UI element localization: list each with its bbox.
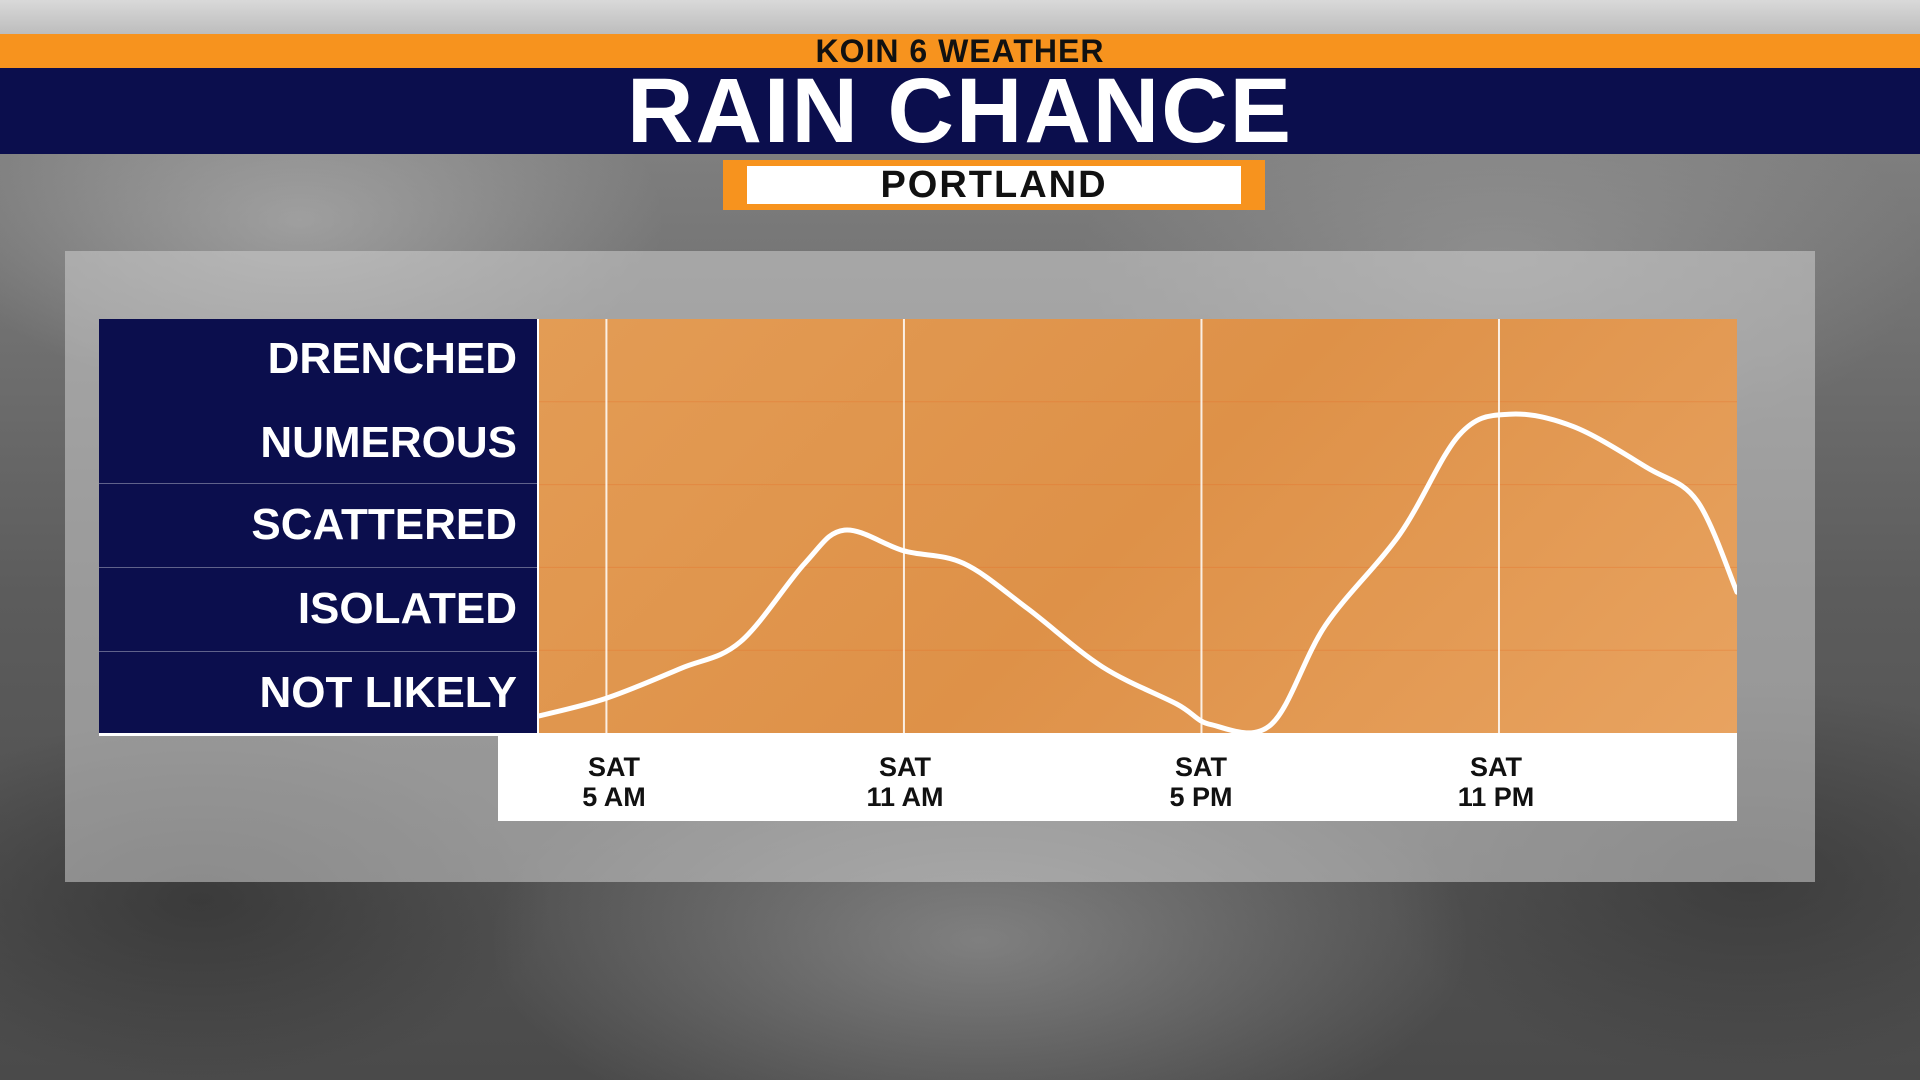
x-tick-day: SAT [588,752,640,782]
location-label: PORTLAND [880,163,1108,206]
title-bar: RAIN CHANCE [0,60,1920,162]
y-label-scattered: SCATTERED [251,500,517,549]
x-tick-time: 11 PM [1457,782,1535,812]
location-inner: PORTLAND [747,163,1241,206]
x-axis-line [99,733,1737,736]
x-tick-day: SAT [879,752,931,782]
network-label: KOIN 6 WEATHER [815,32,1105,69]
rain-chance-line [537,411,1737,733]
rain-chance-chart [537,319,1737,733]
page-title: RAIN CHANCE [627,60,1293,162]
top-strip [0,0,1920,34]
x-tick-label: SAT 11 AM [835,752,975,812]
y-separator [99,567,537,568]
location-box: PORTLAND [723,160,1265,210]
network-bar: KOIN 6 WEATHER [0,32,1920,69]
y-label-not-likely: NOT LIKELY [259,668,517,717]
x-tick-time: 11 AM [866,782,944,812]
y-separator [99,483,537,484]
x-tick-label: SAT 5 AM [544,752,684,812]
x-tick-day: SAT [1175,752,1227,782]
y-label-numerous: NUMEROUS [260,418,517,467]
y-label-drenched: DRENCHED [267,334,517,383]
y-separator [99,651,537,652]
x-tick-label: SAT 11 PM [1426,752,1566,812]
x-tick-label: SAT 5 PM [1131,752,1271,812]
x-axis-labels: SAT 5 AM SAT 11 AM SAT 5 PM SAT 11 PM [498,736,1737,821]
y-axis-labels: DRENCHED NUMEROUS SCATTERED ISOLATED NOT… [99,319,537,733]
x-tick-time: 5 AM [582,782,646,812]
x-tick-day: SAT [1470,752,1522,782]
x-tick-time: 5 PM [1169,782,1233,812]
plot-area [537,319,1737,733]
y-label-isolated: ISOLATED [297,584,517,633]
